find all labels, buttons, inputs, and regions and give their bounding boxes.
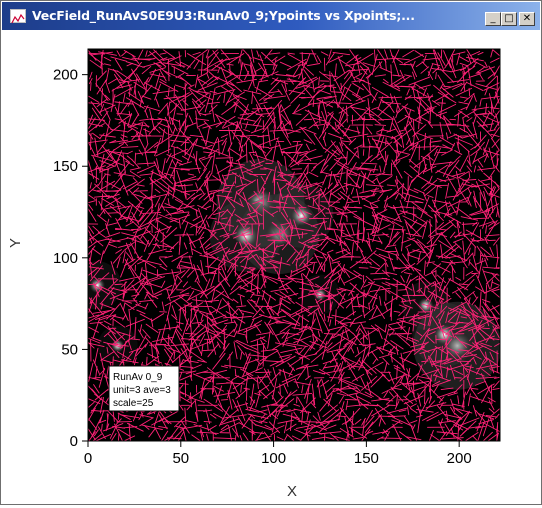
vector xyxy=(221,400,227,401)
vector xyxy=(102,168,103,180)
vector xyxy=(204,422,211,423)
vector xyxy=(379,97,393,98)
minimize-button[interactable]: _ xyxy=(485,12,501,26)
close-button[interactable]: ✕ xyxy=(519,12,535,26)
bright-source xyxy=(234,224,257,247)
y-tick-label: 100 xyxy=(53,250,78,267)
y-tick-label: 200 xyxy=(53,67,78,84)
vector xyxy=(180,236,181,245)
y-axis-label: Y xyxy=(7,238,24,248)
vector xyxy=(235,369,236,375)
vector xyxy=(135,153,136,163)
vector xyxy=(91,83,92,91)
vector xyxy=(134,191,147,192)
vector xyxy=(363,150,364,156)
vector xyxy=(346,399,360,400)
vector xyxy=(366,229,372,230)
vector xyxy=(274,133,275,140)
x-tick-label: 50 xyxy=(172,450,189,467)
plot-area: 0 50 100 150 200 0 50 100 150 200 X Y RunAv 0_9 unit=… xyxy=(2,31,540,504)
window-title: VecField_RunAvS0E9U3:RunAv0_9;Ypoints vs… xyxy=(32,8,415,23)
vector xyxy=(358,148,359,157)
vector xyxy=(253,108,274,109)
annotation-line: scale=25 xyxy=(113,398,154,409)
y-tick-label: 0 xyxy=(70,433,78,450)
x-tick-label: 200 xyxy=(447,450,472,467)
y-tick-label: 150 xyxy=(53,158,78,175)
title-bar[interactable]: VecField_RunAvS0E9U3:RunAv0_9;Ypoints vs… xyxy=(2,2,540,30)
vector xyxy=(399,290,407,291)
vector xyxy=(413,120,414,130)
x-tick-label: 0 xyxy=(84,450,92,467)
annotation-line: RunAv 0_9 xyxy=(113,372,163,383)
y-tick-label: 50 xyxy=(61,341,78,358)
maximize-button[interactable]: □ xyxy=(501,12,517,26)
vector xyxy=(286,196,307,197)
vector xyxy=(174,353,175,359)
x-axis-label: X xyxy=(287,483,297,500)
vector xyxy=(491,385,492,404)
vector-field-chart: 0 50 100 150 200 0 50 100 150 200 X Y RunAv 0_9 unit=… xyxy=(2,31,540,504)
annotation-line: unit=3 ave=3 xyxy=(113,385,171,396)
vector xyxy=(324,334,336,335)
vector xyxy=(299,163,317,164)
vector xyxy=(118,413,119,419)
vector xyxy=(363,335,364,343)
vector xyxy=(107,413,108,419)
vector xyxy=(263,64,274,65)
x-tick-label: 150 xyxy=(354,450,379,467)
vector xyxy=(371,207,378,208)
vector xyxy=(457,361,470,362)
vector xyxy=(469,88,470,96)
vector xyxy=(113,357,114,366)
graph-icon xyxy=(10,9,26,23)
x-tick-label: 100 xyxy=(261,450,286,467)
vector xyxy=(347,215,348,221)
vector xyxy=(359,268,368,269)
vector xyxy=(196,151,197,164)
vector xyxy=(304,119,311,120)
